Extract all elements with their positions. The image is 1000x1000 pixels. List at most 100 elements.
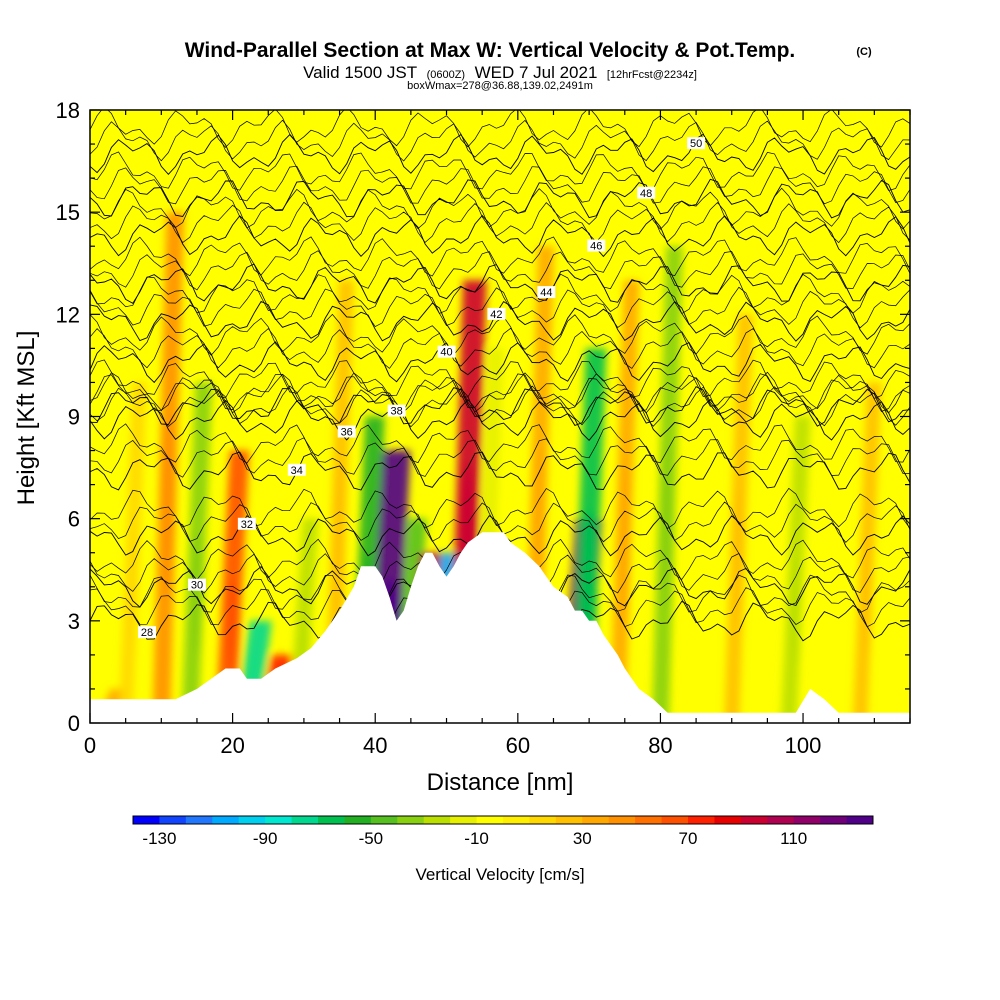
theta-contour [90, 201, 910, 244]
contour-labels: 28 30 32 34 36 38 40 42 44 46 48 50 [138, 137, 706, 639]
colorbar-swatch [582, 816, 610, 824]
w-cell-core [191, 531, 202, 655]
contour-label-bg [237, 517, 256, 530]
theta-contour [90, 236, 910, 277]
theta-contour [90, 178, 910, 219]
x-tick-label: 20 [220, 733, 244, 758]
colorbar-swatch [133, 816, 160, 824]
colorbar-labels: -130 -90 -50 -10 30 70 110 [142, 829, 807, 848]
theta-contour [90, 385, 910, 428]
contour-label-bg [587, 239, 606, 252]
theta-contour [90, 487, 910, 529]
contour-label-bg [387, 404, 406, 417]
contour-label: 36 [341, 426, 353, 438]
theta-contour [90, 263, 910, 304]
theta-contour [90, 437, 910, 478]
y-tick-label: 0 [68, 711, 80, 736]
theta-contour [90, 371, 910, 414]
x-axis-label: Distance [nm] [427, 769, 574, 796]
theta-contour [90, 398, 910, 441]
theta-contour [90, 286, 910, 329]
contour-label-bg [287, 463, 306, 476]
contour-label: 38 [390, 406, 402, 418]
y-tick-label: 6 [68, 507, 80, 532]
contour-label: 44 [540, 287, 552, 299]
contour-label: 42 [490, 309, 502, 321]
colorbar-swatch [185, 816, 213, 824]
w-cell-core [619, 461, 630, 622]
colorbar-tick-label: 30 [573, 829, 592, 848]
theta-contour [90, 119, 910, 162]
terrain [90, 532, 910, 723]
contour-label-bg [337, 425, 356, 438]
colorbar-tick-label: 110 [780, 829, 807, 848]
contour-label-bg [437, 345, 456, 358]
colorbar-swatch [608, 816, 636, 824]
colorbar-swatch [344, 816, 372, 824]
w-cell-core [107, 740, 116, 752]
w-cell-core [128, 531, 137, 655]
colorbar-swatch [265, 816, 293, 824]
colorbar-swatch [212, 816, 240, 824]
colorbar-swatch [820, 816, 848, 824]
valid-time: Valid 1500 JST [303, 63, 417, 82]
colorbar-swatch [238, 816, 266, 824]
colorbar-swatch [846, 816, 874, 824]
colorbar-title: Vertical Velocity [cm/s] [415, 865, 584, 884]
x-tick-label: 80 [648, 733, 672, 758]
y-tick-label: 15 [56, 200, 80, 225]
colorbar-swatch [714, 816, 742, 824]
contour-label-bg [187, 578, 206, 591]
plot-area [90, 110, 910, 752]
theta-contour [90, 514, 910, 557]
contour-label-bg [637, 186, 656, 199]
colorbar-swatch [423, 816, 451, 824]
valid-date: WED 7 Jul 2021 [475, 63, 598, 82]
colorbar-swatch [397, 816, 425, 824]
chart-title: Wind-Parallel Section at Max W: Vertical… [185, 39, 796, 62]
contour-label: 40 [440, 347, 452, 359]
box-wmax-info: boxWmax=278@36.88,139.02,2491m [407, 80, 593, 92]
contour-label-bg [138, 626, 157, 639]
colorbar-swatch [767, 816, 795, 824]
copyright-mark: (C) [856, 46, 872, 58]
colorbar-tick-label: -130 [142, 829, 176, 848]
colorbar-tick-label: -90 [253, 829, 278, 848]
valid-utc: (0600Z) [427, 69, 466, 81]
colorbar-tick-label: -10 [464, 829, 489, 848]
contour-label-bg [537, 286, 556, 299]
colorbar-swatch [503, 816, 530, 824]
theta-contour [90, 386, 910, 427]
theta-contour [90, 110, 910, 148]
colorbar-frame [132, 815, 874, 825]
theta-contour [90, 359, 910, 399]
theta-contour [90, 273, 910, 314]
colorbar-swatch [635, 816, 663, 824]
y-tick-label: 12 [56, 302, 80, 327]
w-cell-core [862, 531, 872, 655]
theta-contour [90, 151, 910, 191]
contour-label: 50 [690, 138, 702, 150]
colorbar-swatch [476, 816, 504, 824]
theta-contour [90, 451, 910, 491]
colorbar-swatch [661, 816, 689, 824]
theta-contour [90, 250, 910, 291]
y-axis-label: Height [Kft MSL] [13, 331, 40, 506]
colorbar-swatch [318, 816, 345, 824]
contour-label-bg [687, 137, 706, 150]
theta-contour [90, 341, 910, 384]
colorbar-swatch [370, 816, 398, 824]
colorbar [132, 815, 874, 825]
theta-contour [90, 423, 910, 464]
theta-contour [90, 300, 910, 342]
potential-temperature-contours [90, 110, 910, 642]
theta-contour [90, 327, 910, 369]
contour-label: 30 [191, 580, 203, 592]
contour-label: 48 [640, 188, 652, 200]
x-tick-label: 60 [506, 733, 530, 758]
colorbar-swatch [529, 816, 557, 824]
y-tick-label: 9 [68, 405, 80, 430]
w-cell-core [582, 508, 596, 644]
